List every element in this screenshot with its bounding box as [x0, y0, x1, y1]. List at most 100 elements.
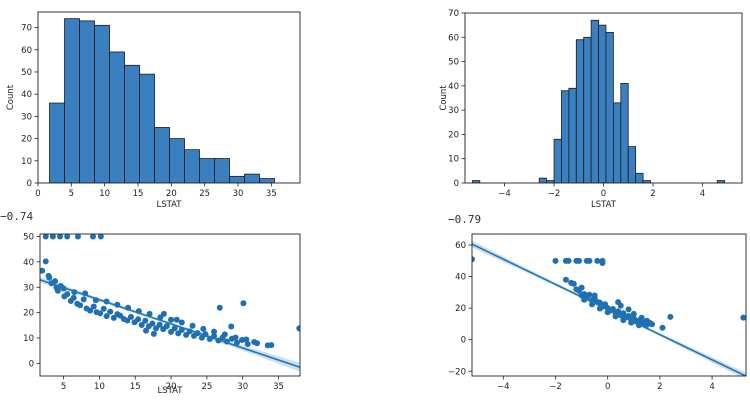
x-tick-label: 15: [133, 189, 144, 199]
y-tick-label: 10: [21, 157, 32, 167]
y-tick-label: 20: [21, 135, 32, 145]
histogram-bar: [94, 24, 110, 183]
histogram-bar: [49, 102, 65, 183]
y-tick-label: 40: [448, 82, 459, 92]
histogram-bar: [538, 177, 548, 183]
scatter-point: [264, 342, 271, 349]
axes-frame: [37, 11, 301, 184]
histogram-bar: [553, 138, 562, 183]
plot-area: [472, 240, 746, 376]
scatter-point: [97, 234, 104, 240]
scatter-point: [163, 323, 170, 330]
x-tick-label: 0: [35, 189, 40, 199]
scatter-point: [100, 305, 107, 312]
y-tick-label: 10: [448, 155, 459, 165]
scatter-point: [64, 234, 71, 240]
correlation-left: −0.74: [0, 210, 34, 223]
scatter-point: [142, 317, 149, 324]
scatter-point: [211, 328, 218, 335]
scatter-point: [135, 316, 142, 323]
scatter-point: [80, 296, 87, 303]
y-tick-label: 40: [23, 258, 34, 268]
y-tick-label: 30: [23, 283, 34, 293]
histogram-bar: [605, 32, 614, 183]
scatter-point: [103, 313, 110, 320]
histogram-bar: [598, 24, 607, 183]
y-tick-label: 0: [461, 336, 466, 346]
x-tick-label: 0: [601, 189, 606, 199]
y-tick-label: 70: [448, 9, 459, 19]
regression-line: [472, 243, 746, 376]
histogram-bar: [79, 20, 95, 183]
scatter-point: [565, 257, 572, 264]
scatter-point: [64, 291, 71, 298]
scatter-point: [578, 284, 585, 291]
x-tick-label: 30: [233, 189, 244, 199]
scatter-point: [638, 314, 645, 321]
scatter-point: [221, 331, 228, 338]
y-tick-label: 20: [455, 304, 466, 314]
x-tick-label: 30: [237, 382, 248, 392]
scatter-point: [649, 321, 656, 328]
scatter-point: [591, 292, 598, 299]
x-tick-label: 35: [266, 189, 277, 199]
correlation-right: −0.79: [448, 213, 482, 226]
scatter-point: [40, 267, 46, 274]
x-tick-label: 10: [94, 382, 105, 392]
x-tick-label: −2: [548, 189, 561, 199]
y-tick-label: 30: [448, 106, 459, 116]
scatter-point: [49, 234, 56, 240]
y-tick-label: 50: [448, 58, 459, 68]
histogram-bar: [184, 149, 200, 183]
x-tick-label: 2: [657, 382, 662, 392]
scatter-point: [216, 304, 223, 311]
plot-area: [49, 18, 275, 183]
scatter-point: [46, 274, 53, 281]
scatter-point: [667, 313, 674, 320]
scatter-point: [107, 308, 114, 315]
histogram-bar: [620, 83, 629, 183]
x-tick-label: −4: [497, 382, 510, 392]
y-tick-label: 0: [27, 179, 32, 189]
lstat-regression-scatter: 5 10 15 20 25 30 35 0 10 20 30 40 50 LSTAT: [23, 233, 301, 396]
scatter-point: [615, 299, 622, 306]
x-tick-label: 10: [99, 189, 110, 199]
y-tick-label: −20: [448, 367, 466, 377]
y-tick-label: 60: [448, 33, 459, 43]
histogram-bar: [154, 127, 170, 183]
histogram-bar: [64, 18, 80, 183]
x-tick-label: 35: [273, 382, 284, 392]
scatter-point: [52, 278, 59, 285]
scatter-point: [643, 317, 650, 324]
scatter-point: [562, 276, 569, 283]
y-axis-label: Count: [6, 84, 16, 110]
histogram-bar: [244, 173, 260, 183]
histogram-bar: [229, 175, 245, 183]
scatter-point: [110, 314, 117, 321]
scatter-point: [586, 291, 593, 298]
scatter-point: [127, 313, 134, 320]
scatter-point: [228, 323, 235, 330]
y-axis-label: Count: [439, 85, 449, 111]
scatter-point: [160, 310, 167, 317]
scatter-point: [244, 341, 251, 348]
scatter-point: [90, 234, 97, 240]
scatter-point: [200, 325, 207, 332]
y-tick-label: 0: [29, 359, 34, 369]
scatter-point: [575, 257, 582, 264]
scatter-point: [143, 327, 150, 334]
y-tick-label: 0: [454, 179, 459, 189]
lstat-histogram: 0 5 10 15 20 25 30 35 0 10 20 30 40 50 60 70 LSTAT Count: [6, 11, 301, 210]
scatter-point: [659, 324, 666, 331]
x-tick-label: 2: [650, 189, 655, 199]
y-tick-label: 30: [21, 112, 32, 122]
y-tick-label: 70: [21, 24, 32, 34]
histogram-bar: [199, 158, 215, 183]
scatter-point: [232, 334, 239, 341]
histogram-bar: [568, 87, 577, 183]
confidence-band: [472, 240, 746, 376]
scatter-point: [240, 300, 247, 307]
scatter-point: [173, 316, 180, 323]
